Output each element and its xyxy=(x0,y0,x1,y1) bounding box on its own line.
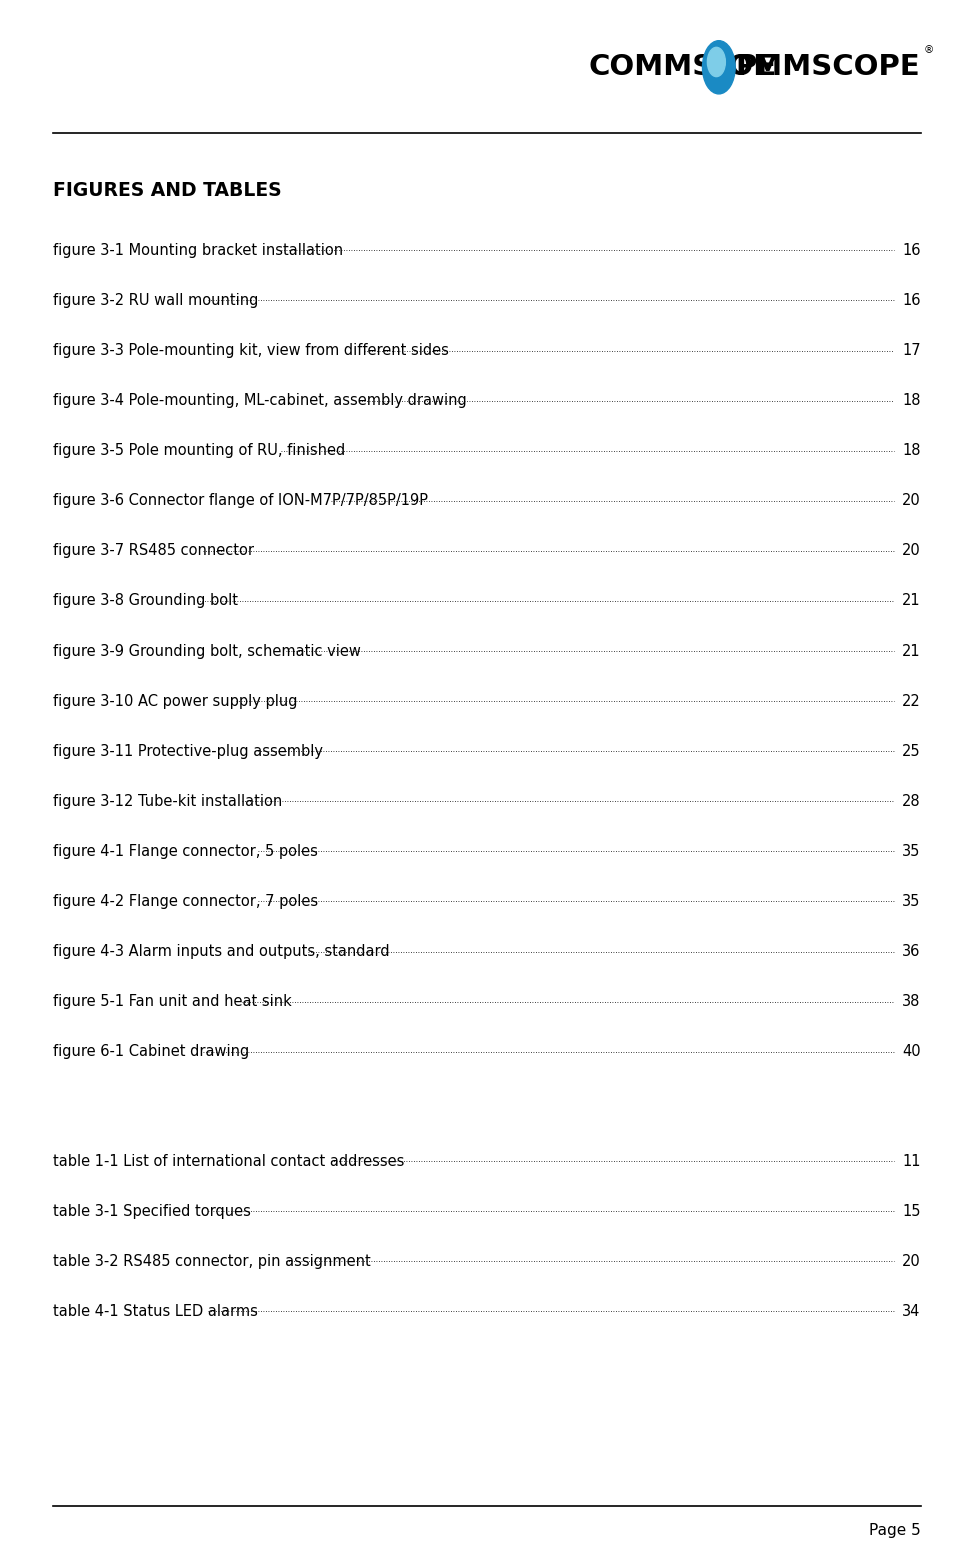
Text: figure 3-7 RS485 connector: figure 3-7 RS485 connector xyxy=(53,543,254,559)
Text: figure 4-3 Alarm inputs and outputs, standard: figure 4-3 Alarm inputs and outputs, sta… xyxy=(53,944,389,959)
Text: figure 4-2 Flange connector, 7 poles: figure 4-2 Flange connector, 7 poles xyxy=(53,894,318,909)
Text: Page 5: Page 5 xyxy=(869,1523,921,1538)
Text: 35: 35 xyxy=(902,844,921,859)
Text: 36: 36 xyxy=(902,944,921,959)
Circle shape xyxy=(702,41,735,94)
Text: 20: 20 xyxy=(901,543,921,559)
Text: 16: 16 xyxy=(902,293,921,308)
Text: ®: ® xyxy=(924,45,934,55)
Text: figure 3-6 Connector flange of ION-M7P/7P/85P/19P: figure 3-6 Connector flange of ION-M7P/7… xyxy=(53,493,428,509)
Text: 35: 35 xyxy=(902,894,921,909)
Text: table 1-1 List of international contact addresses: table 1-1 List of international contact … xyxy=(53,1153,405,1169)
Text: 11: 11 xyxy=(902,1153,921,1169)
Text: figure 3-2 RU wall mounting: figure 3-2 RU wall mounting xyxy=(53,293,259,308)
Text: figure 3-9 Grounding bolt, schematic view: figure 3-9 Grounding bolt, schematic vie… xyxy=(53,643,360,659)
Text: 16: 16 xyxy=(902,243,921,258)
Text: 38: 38 xyxy=(902,994,921,1009)
Text: 17: 17 xyxy=(902,343,921,358)
Text: 28: 28 xyxy=(902,793,921,809)
Text: figure 3-4 Pole-mounting, ML-cabinet, assembly drawing: figure 3-4 Pole-mounting, ML-cabinet, as… xyxy=(53,393,467,408)
Text: 21: 21 xyxy=(902,643,921,659)
Text: figure 3-1 Mounting bracket installation: figure 3-1 Mounting bracket installation xyxy=(53,243,343,258)
Text: figure 3-5 Pole mounting of RU, finished: figure 3-5 Pole mounting of RU, finished xyxy=(53,443,345,459)
Text: figure 4-1 Flange connector, 5 poles: figure 4-1 Flange connector, 5 poles xyxy=(53,844,318,859)
Text: COMMS: COMMS xyxy=(588,53,713,81)
Text: PE: PE xyxy=(735,53,776,81)
Text: 40: 40 xyxy=(902,1044,921,1060)
Text: table 4-1 Status LED alarms: table 4-1 Status LED alarms xyxy=(53,1304,258,1319)
Text: figure 5-1 Fan unit and heat sink: figure 5-1 Fan unit and heat sink xyxy=(53,994,291,1009)
Text: figure 3-11 Protective-plug assembly: figure 3-11 Protective-plug assembly xyxy=(53,743,323,759)
Text: 18: 18 xyxy=(902,393,921,408)
Text: table 3-2 RS485 connector, pin assignment: table 3-2 RS485 connector, pin assignmen… xyxy=(53,1254,371,1269)
Text: figure 6-1 Cabinet drawing: figure 6-1 Cabinet drawing xyxy=(53,1044,249,1060)
Text: 22: 22 xyxy=(901,693,921,709)
Circle shape xyxy=(707,47,726,77)
Text: COMMSCOPE: COMMSCOPE xyxy=(708,53,921,81)
Text: figure 3-3 Pole-mounting kit, view from different sides: figure 3-3 Pole-mounting kit, view from … xyxy=(53,343,449,358)
Text: 34: 34 xyxy=(902,1304,921,1319)
Text: figure 3-12 Tube-kit installation: figure 3-12 Tube-kit installation xyxy=(53,793,283,809)
Text: 25: 25 xyxy=(902,743,921,759)
Text: 15: 15 xyxy=(902,1203,921,1219)
Text: 21: 21 xyxy=(902,593,921,609)
Text: figure 3-10 AC power supply plug: figure 3-10 AC power supply plug xyxy=(53,693,297,709)
Text: figure 3-8 Grounding bolt: figure 3-8 Grounding bolt xyxy=(53,593,238,609)
Text: 18: 18 xyxy=(902,443,921,459)
Text: 20: 20 xyxy=(901,1254,921,1269)
Text: table 3-1 Specified torques: table 3-1 Specified torques xyxy=(53,1203,251,1219)
Text: FIGURES AND TABLES: FIGURES AND TABLES xyxy=(53,182,282,200)
Text: 20: 20 xyxy=(901,493,921,509)
